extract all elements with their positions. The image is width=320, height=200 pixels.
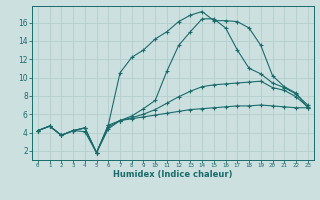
X-axis label: Humidex (Indice chaleur): Humidex (Indice chaleur) — [113, 170, 233, 179]
